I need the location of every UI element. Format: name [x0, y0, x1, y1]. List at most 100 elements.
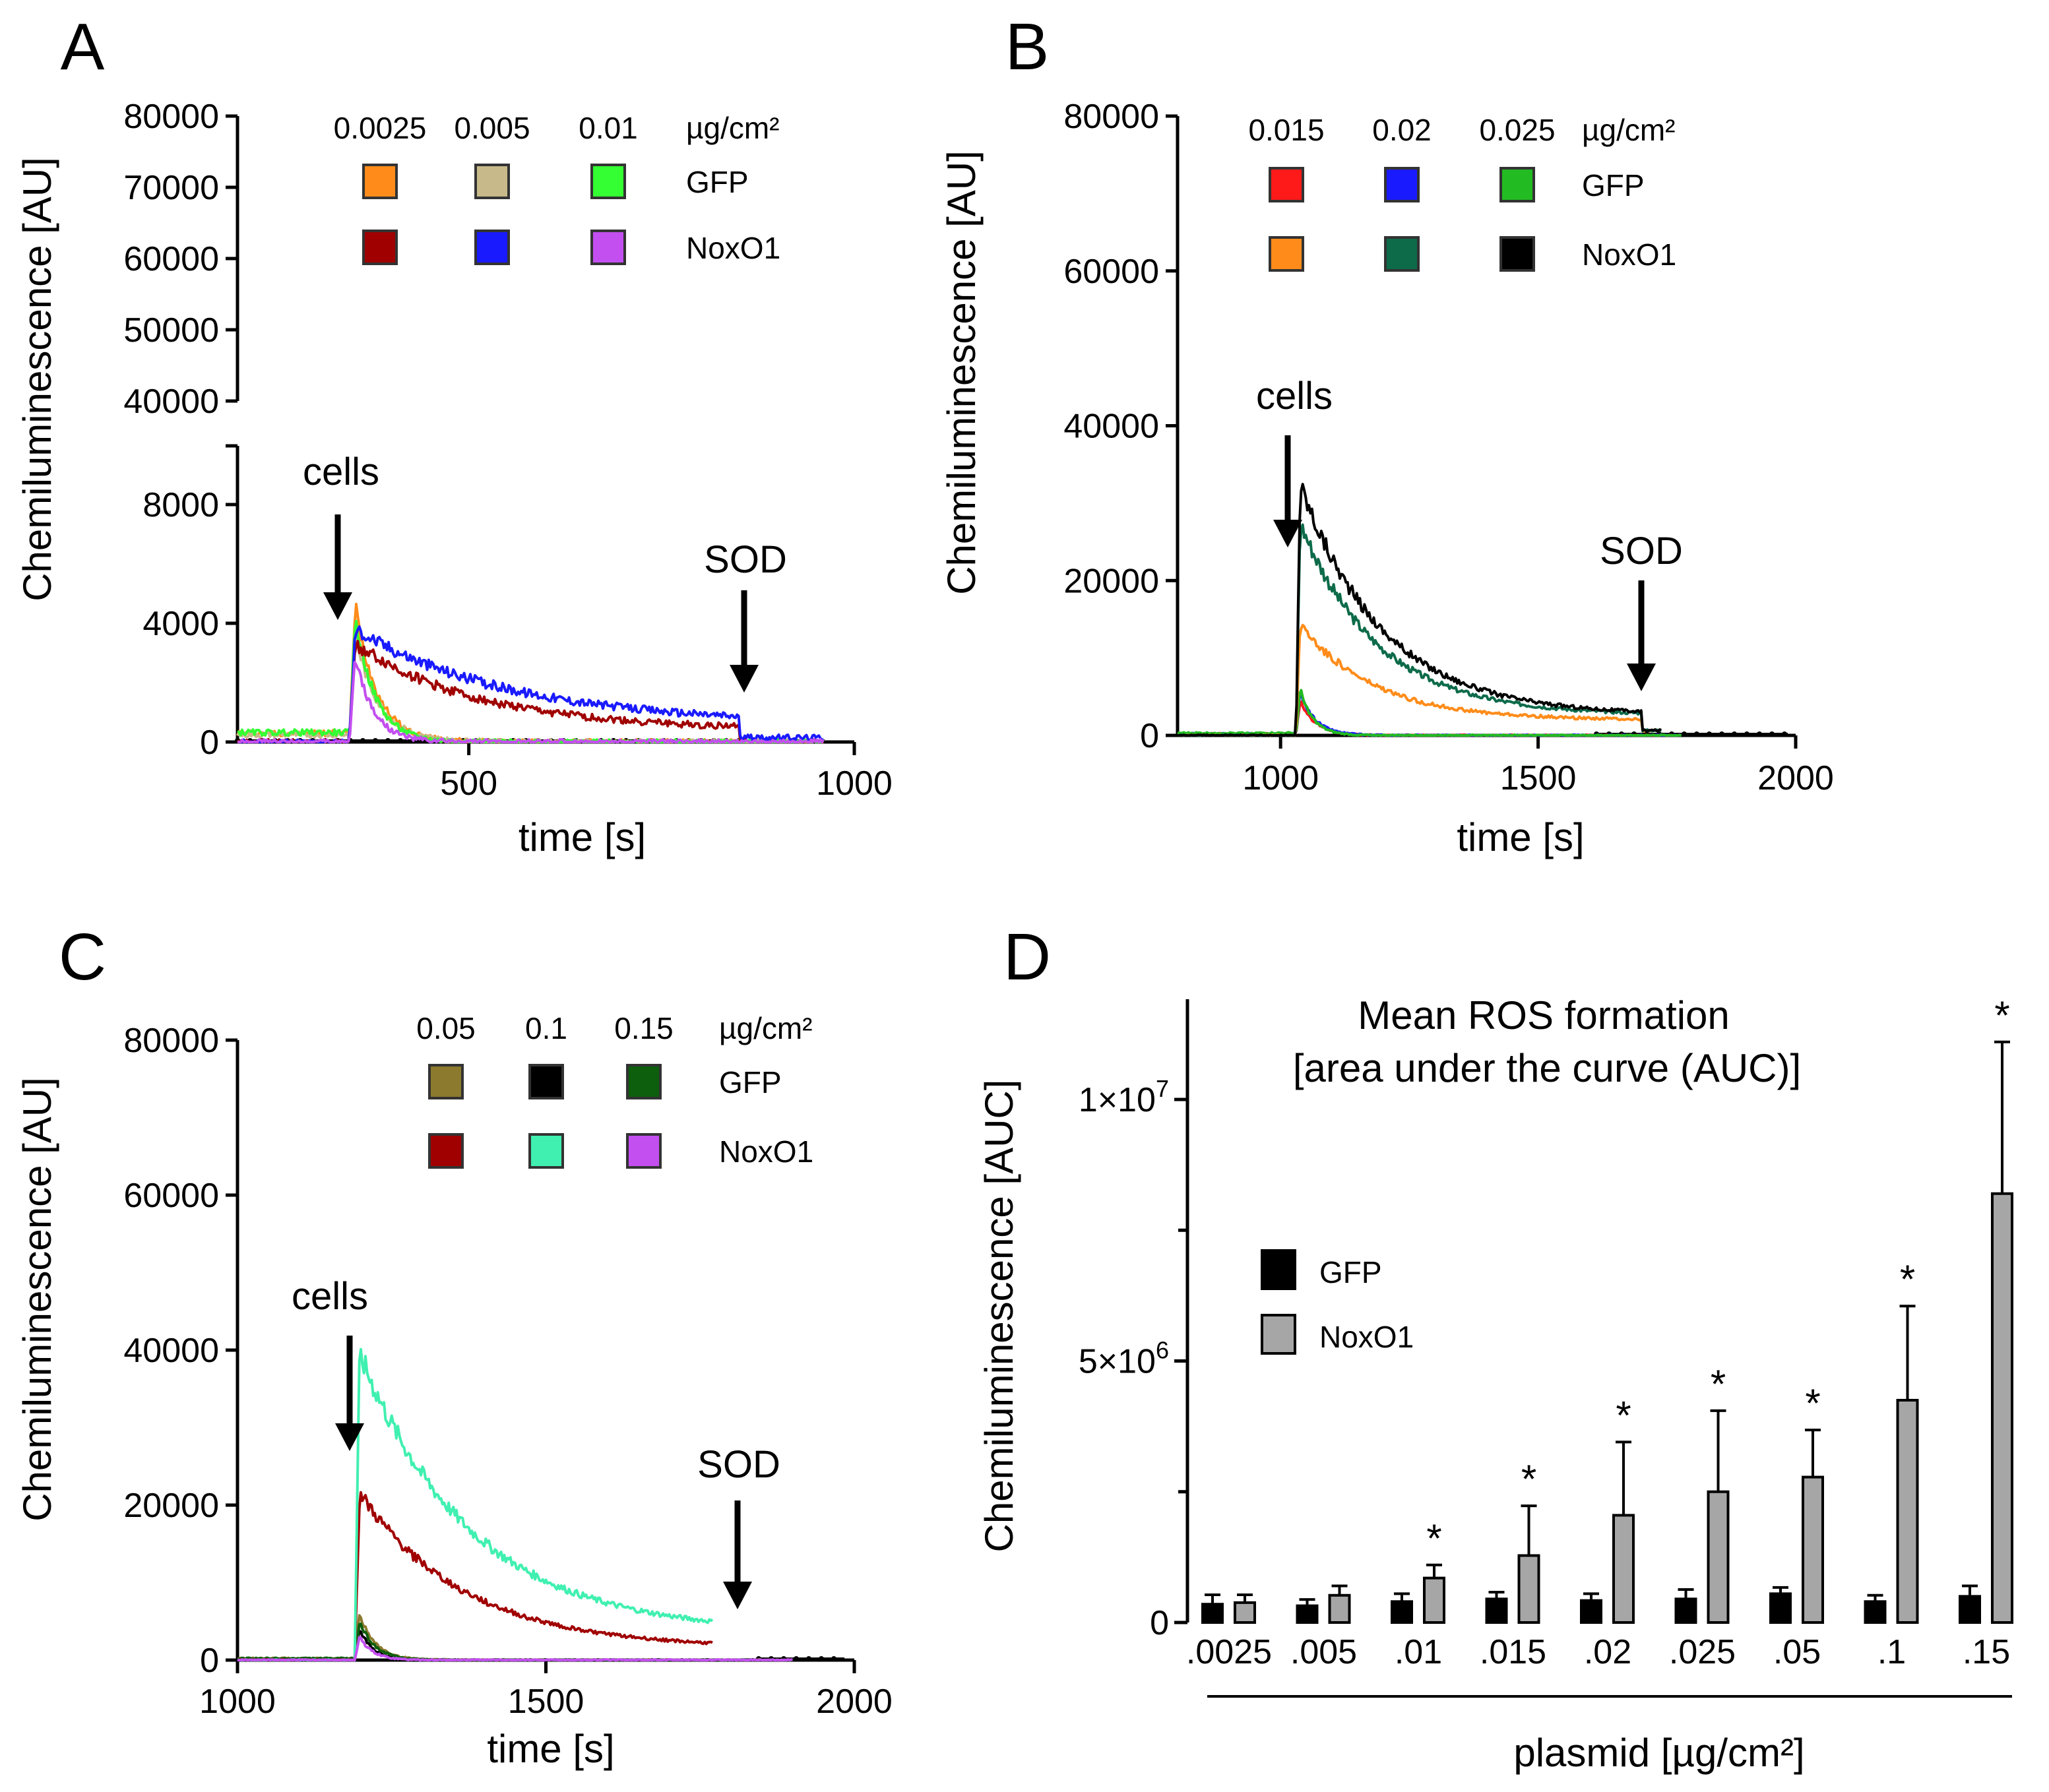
- y-tick-label: 20000: [123, 1487, 219, 1525]
- legend-swatch-gfp: [1384, 167, 1420, 202]
- cells-annotation: cells: [1256, 375, 1333, 417]
- legend-row-noxo1: NoxO1: [719, 1134, 813, 1169]
- y-tick-exponent: 6: [1156, 1337, 1169, 1364]
- legend-concentration-0.05: 0.05: [416, 1011, 476, 1045]
- legend-swatch-noxo1: [1499, 236, 1535, 272]
- bar-gfp-01: [1391, 1600, 1413, 1624]
- x-tick-label: 500: [440, 764, 497, 803]
- y-tick-label-lower: 8000: [142, 486, 219, 524]
- sod-arrow-head: [730, 665, 759, 693]
- zero-reference-dot: [1757, 731, 1762, 737]
- zero-reference-dot: [1707, 731, 1712, 737]
- legend-swatch-gfp: [1499, 167, 1535, 202]
- bar-noxo1-005: [1328, 1593, 1351, 1624]
- sod-arrow: [723, 1500, 752, 1609]
- bar-gfp-02: [1580, 1599, 1602, 1624]
- y-tick-label: 40000: [123, 1332, 219, 1370]
- zero-reference-dot: [819, 1656, 824, 1661]
- legend-swatch-gfp: [474, 164, 510, 199]
- bar-gfp-015: [1485, 1597, 1508, 1624]
- significance-marker: *: [1426, 1516, 1441, 1560]
- trace-noxo1-0-05-g-cm-: [237, 1491, 713, 1661]
- zero-reference-dot: [373, 738, 378, 743]
- trace-noxo1-0-015-g-cm-: [1178, 623, 1651, 737]
- bar-noxo1-0025: [1234, 1601, 1256, 1624]
- bar-gfp-1: [1864, 1600, 1887, 1624]
- legend-swatch-gfp: [590, 164, 626, 199]
- cells-arrow-head: [335, 1423, 364, 1451]
- zero-reference-dot: [1782, 731, 1787, 737]
- legend-row-noxo1: NoxO1: [1582, 237, 1676, 272]
- panel-d: D 1×107 5×106 0 Chemiluminescence [AUC] Mean …: [977, 920, 2013, 1775]
- y-tick-label: 1×107: [1079, 1075, 1169, 1119]
- zero-reference-dot: [1719, 731, 1724, 737]
- x-category-label: .005: [1290, 1633, 1357, 1671]
- bar-noxo1-02: [1612, 1514, 1635, 1624]
- sod-arrow-head: [1627, 664, 1656, 691]
- legend-row-gfp: GFP: [1582, 168, 1645, 202]
- legend-concentration-0.01: 0.01: [579, 111, 638, 145]
- bar-noxo1-015: [1517, 1554, 1540, 1624]
- legend-concentration-0.015: 0.015: [1248, 113, 1324, 147]
- cells-annotation: cells: [292, 1275, 368, 1318]
- chart-title: Mean ROS formation: [1358, 993, 1730, 1037]
- x-category-label: .15: [1963, 1633, 2010, 1671]
- chart-subtitle: [area under the curve (AUC)]: [1293, 1046, 1801, 1090]
- zero-reference-dot: [385, 738, 391, 743]
- x-category-label: .01: [1395, 1633, 1442, 1671]
- legend-concentration-0.1: 0.1: [525, 1011, 567, 1045]
- y-tick-label: 0: [200, 1642, 219, 1680]
- x-axis-title: time [s]: [519, 815, 646, 859]
- trace-noxo1-0-025-g-cm-: [1177, 483, 1662, 737]
- y-tick-label-upper: 50000: [123, 311, 219, 350]
- y-tick-label: 0: [1150, 1604, 1169, 1642]
- legend-label-noxo1: NoxO1: [1319, 1320, 1414, 1354]
- bar-noxo1-025: [1707, 1490, 1730, 1624]
- significance-marker: *: [1900, 1257, 1915, 1301]
- panel-b: B 0 20000 40000 60000 80000 1000 1500 2000 time […: [939, 10, 1834, 859]
- legend-row-gfp: GFP: [719, 1065, 782, 1099]
- y-tick-label: 60000: [1063, 253, 1159, 291]
- x-axis-title: time [s]: [487, 1727, 614, 1771]
- legend-concentration-0.025: 0.025: [1479, 113, 1555, 147]
- significance-marker: *: [1711, 1362, 1726, 1406]
- x-category-label: .025: [1669, 1633, 1736, 1671]
- legend-swatch-gfp: [1269, 167, 1304, 202]
- y-tick-label: 0: [1140, 717, 1159, 755]
- legend-swatch-gfp: [1261, 1249, 1296, 1290]
- y-tick-label: 80000: [123, 1022, 219, 1060]
- y-tick-label: 20000: [1063, 562, 1159, 600]
- legend-row-gfp: GFP: [686, 165, 749, 199]
- legend-swatch-gfp: [362, 164, 398, 199]
- sod-annotation: SOD: [1600, 530, 1683, 572]
- x-tick-label: 2000: [1757, 759, 1834, 797]
- x-tick-label: 1000: [199, 1683, 276, 1721]
- x-axis-title: plasmid [µg/cm²]: [1513, 1731, 1804, 1775]
- zero-reference-dot: [806, 1656, 811, 1661]
- zero-reference-dot: [1744, 731, 1750, 737]
- y-tick-label: 40000: [1063, 408, 1159, 446]
- cells-arrow: [1273, 435, 1302, 547]
- panel-label-c: C: [59, 920, 106, 994]
- legend-swatch-gfp: [528, 1064, 564, 1099]
- bar-noxo1-05: [1802, 1475, 1824, 1624]
- bar-gfp-005: [1296, 1604, 1319, 1624]
- x-axis-title: time [s]: [1457, 815, 1584, 859]
- panel-label-b: B: [1005, 10, 1050, 84]
- legend-swatch-gfp: [626, 1064, 662, 1099]
- zero-reference-dot: [398, 738, 403, 743]
- panel-c: C 0 20000 40000 60000 80000 1000 1500 2000 time […: [15, 920, 893, 1771]
- legend-swatch-noxo1: [1269, 236, 1304, 272]
- significance-marker: *: [1994, 993, 2009, 1037]
- bar-gfp-05: [1769, 1592, 1792, 1624]
- bar-gfp-15: [1959, 1595, 1981, 1624]
- trace-gfp-0-02-g-cm-: [1177, 692, 1682, 737]
- legend-unit: µg/cm²: [719, 1011, 813, 1045]
- trace-gfp-0-025-g-cm-: [1177, 689, 1682, 737]
- y-tick-label-lower: 0: [200, 724, 219, 762]
- zero-reference-dot: [1769, 731, 1775, 737]
- trace-noxo1-0-15-g-cm-: [237, 1636, 793, 1661]
- y-axis-title: Chemiluminescence [AU]: [15, 1077, 59, 1522]
- zero-reference-dot: [831, 1656, 836, 1661]
